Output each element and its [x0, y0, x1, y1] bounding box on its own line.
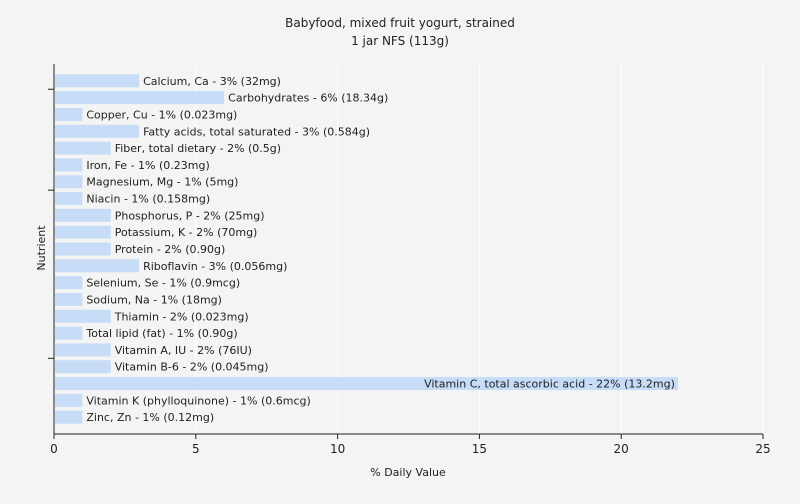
bar-label: Vitamin C, total ascorbic acid - 22% (13…: [424, 378, 675, 391]
bar-label: Fatty acids, total saturated - 3% (0.584…: [143, 125, 370, 138]
x-tick-label: 20: [614, 442, 629, 456]
x-tick-label: 10: [330, 442, 345, 456]
bar: [55, 74, 140, 88]
bar-label: Thiamin - 2% (0.023mg): [114, 310, 249, 323]
bar-label: Iron, Fe - 1% (0.23mg): [86, 159, 209, 172]
chart-subtitle: 1 jar NFS (113g): [351, 34, 449, 48]
bars: Calcium, Ca - 3% (32mg) Carbohydrates - 6…: [55, 74, 678, 424]
bar-label: Sodium, Na - 1% (18mg): [86, 293, 222, 306]
bar: [55, 360, 111, 374]
bar-label: Carbohydrates - 6% (18.34g): [228, 92, 388, 105]
bar: [55, 141, 111, 155]
axes: 0 5 10 15 20 25: [48, 64, 771, 456]
bar: [55, 377, 678, 391]
bar-label: Vitamin K (phylloquinone) - 1% (0.6mcg): [86, 394, 310, 407]
bar: [55, 91, 225, 105]
bar-label: Zinc, Zn - 1% (0.12mg): [86, 411, 214, 424]
bar-label: Niacin - 1% (0.158mg): [86, 193, 210, 206]
bar-label: Selenium, Se - 1% (0.9mcg): [86, 277, 240, 290]
x-tick-label: 5: [192, 442, 200, 456]
bar: [55, 343, 111, 357]
bar: [55, 410, 83, 424]
bar: [55, 276, 83, 290]
bar: [55, 242, 111, 256]
x-tick-label: 15: [472, 442, 487, 456]
bar-label: Magnesium, Mg - 1% (5mg): [86, 176, 238, 189]
bar-label: Vitamin B-6 - 2% (0.045mg): [115, 361, 269, 374]
bar: [55, 259, 140, 273]
bar-label: Fiber, total dietary - 2% (0.5g): [115, 142, 281, 155]
bar-label: Total lipid (fat) - 1% (0.90g): [85, 327, 237, 340]
bar-label: Vitamin A, IU - 2% (76IU): [115, 344, 252, 357]
bar-label: Riboflavin - 3% (0.056mg): [143, 260, 287, 273]
bar: [55, 393, 83, 407]
bar: [55, 225, 111, 239]
bar: [55, 192, 83, 206]
bar-label: Potassium, K - 2% (70mg): [115, 226, 258, 239]
y-axis-label: Nutrient: [35, 225, 48, 271]
bar: [55, 309, 111, 323]
x-tick-label: 25: [755, 442, 770, 456]
bar-label: Phosphorus, P - 2% (25mg): [115, 209, 265, 222]
bar: [55, 326, 83, 340]
bar: [55, 124, 140, 138]
bar-label: Protein - 2% (0.90g): [115, 243, 226, 256]
bar: [55, 208, 111, 222]
bar: [55, 175, 83, 189]
bar: [55, 107, 83, 121]
chart-title: Babyfood, mixed fruit yogurt, strained: [285, 16, 515, 30]
bar: [55, 158, 83, 172]
bar: [55, 292, 83, 306]
x-tick-label: 0: [50, 442, 58, 456]
bar-label: Copper, Cu - 1% (0.023mg): [86, 108, 237, 121]
bar-label: Calcium, Ca - 3% (32mg): [143, 75, 281, 88]
grid: [195, 64, 764, 434]
x-axis-label: % Daily Value: [370, 466, 446, 479]
